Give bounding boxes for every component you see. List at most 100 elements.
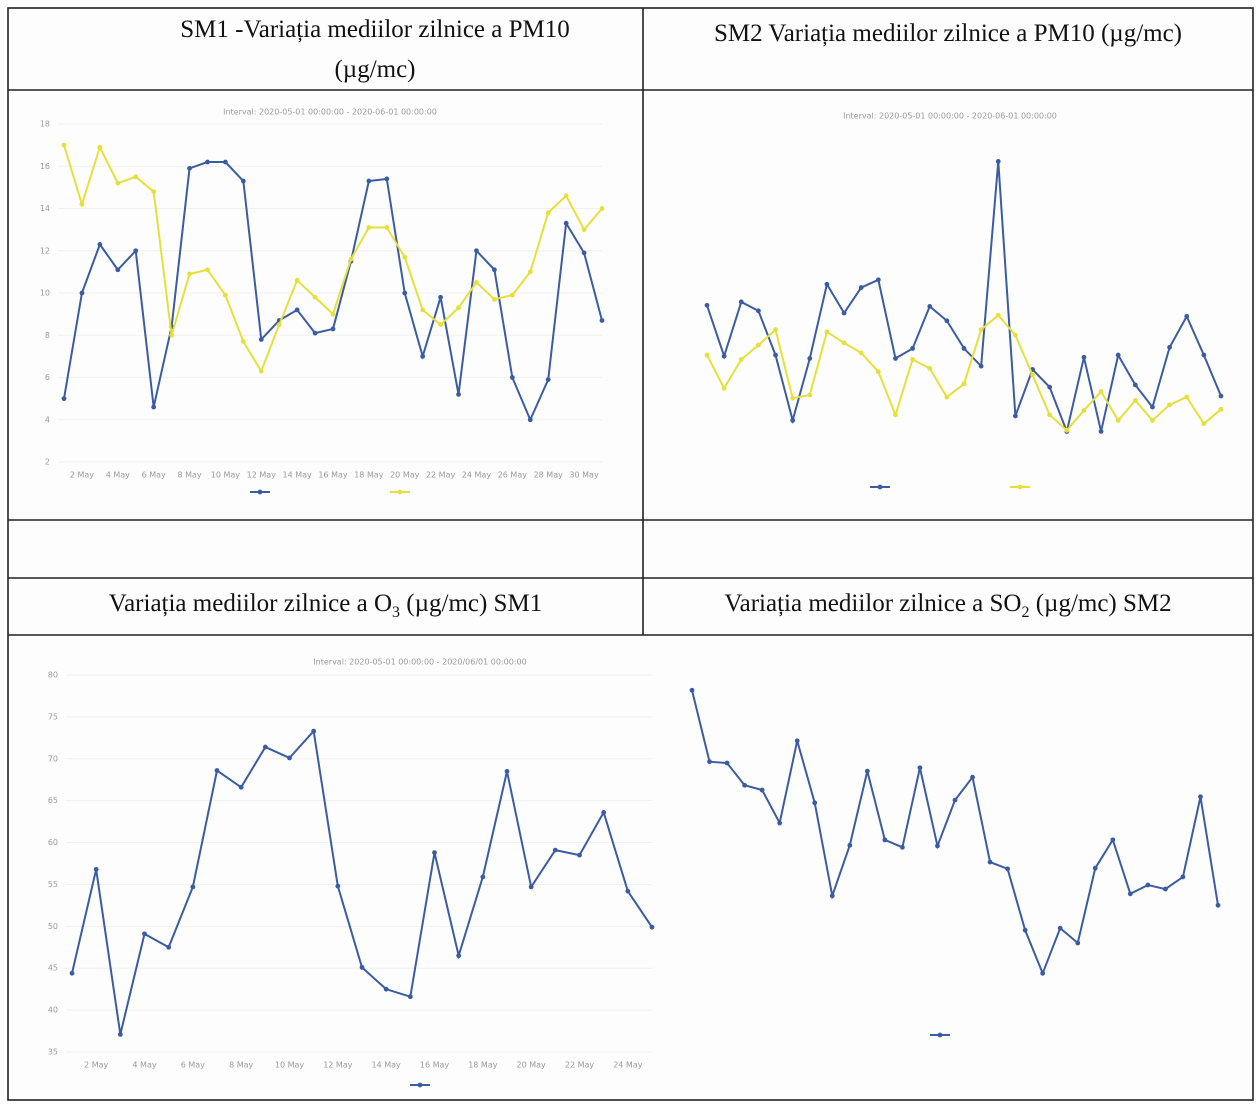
data-point: [952, 797, 958, 803]
data-point: [1022, 927, 1028, 933]
data-point: [625, 888, 631, 894]
data-point: [847, 842, 853, 848]
data-point: [882, 837, 888, 843]
data-point: [438, 322, 443, 328]
data-point: [721, 353, 727, 359]
y-tick-label: 12: [40, 246, 50, 255]
data-point: [1132, 382, 1138, 388]
data-point: [1098, 389, 1104, 394]
data-point: [330, 311, 336, 317]
data-point: [773, 352, 778, 358]
data-point: [910, 357, 915, 362]
y-tick-label: 2: [45, 458, 50, 467]
x-tick-label: 26 May: [498, 471, 528, 480]
data-point: [383, 986, 389, 992]
data-point: [790, 417, 796, 423]
data-point: [223, 292, 228, 298]
data-point: [581, 227, 587, 233]
title-text: SM1 -Variația mediilor zilnice a PM10 (µ…: [180, 16, 570, 83]
data-point: [1013, 332, 1018, 338]
x-tick-label: 12 May: [323, 1061, 353, 1070]
data-point: [777, 820, 783, 826]
data-point: [935, 843, 940, 849]
data-point: [707, 759, 712, 765]
title-text: SM2 Variația mediilor zilnice a PM10 (µg…: [713, 20, 1183, 47]
data-point: [474, 248, 479, 254]
data-point: [205, 267, 210, 273]
data-point: [577, 852, 582, 858]
data-point: [599, 318, 605, 323]
chart-subtitle: Interval: 2020-05-01 00:00:00 - 2020/06/…: [313, 658, 526, 667]
data-point: [527, 417, 533, 423]
x-tick-label: 2 May: [84, 1061, 108, 1070]
x-tick-label: 4 May: [106, 471, 130, 480]
data-point: [927, 303, 933, 309]
data-point: [704, 302, 710, 308]
x-tick-label: 10 May: [275, 1061, 305, 1070]
data-point: [1047, 412, 1053, 418]
data-point: [61, 396, 67, 402]
data-point: [1047, 384, 1053, 390]
data-point: [294, 277, 300, 283]
title-text: (µg/mc) SM2: [1029, 590, 1172, 617]
x-tick-label: 2 May: [70, 471, 94, 480]
y-tick-label: 4: [45, 415, 50, 424]
data-point: [238, 784, 244, 790]
x-tick-label: 14 May: [283, 471, 313, 480]
data-point: [794, 738, 800, 744]
data-point: [858, 285, 864, 290]
data-point: [599, 206, 605, 211]
data-point: [384, 225, 390, 230]
data-point: [563, 193, 569, 199]
data-point: [1184, 394, 1190, 400]
data-point: [893, 412, 898, 418]
table-border: [7, 7, 1254, 1101]
data-point: [1145, 882, 1151, 888]
data-point: [79, 290, 85, 296]
data-point: [69, 970, 75, 976]
data-point: [807, 392, 813, 398]
y-tick-label: 6: [45, 373, 50, 382]
data-point: [1092, 865, 1098, 871]
data-point: [258, 368, 264, 374]
data-point: [1150, 417, 1155, 423]
y-tick-label: 55: [48, 880, 58, 889]
data-point: [1115, 352, 1121, 358]
data-point: [858, 350, 864, 356]
data-point: [527, 269, 533, 275]
data-point: [311, 728, 317, 734]
x-tick-label: 22 May: [426, 471, 456, 480]
data-point: [117, 1032, 123, 1037]
data-point: [348, 256, 354, 262]
data-point: [1005, 866, 1010, 872]
data-point: [456, 305, 461, 311]
series-line: [71, 728, 653, 1035]
x-tick-label: 24 May: [462, 471, 492, 480]
data-point: [738, 299, 744, 305]
data-point: [1201, 421, 1207, 427]
data-point: [240, 178, 246, 184]
data-point: [169, 332, 175, 338]
data-point: [689, 687, 695, 693]
data-point: [1198, 794, 1203, 800]
data-point: [724, 760, 730, 766]
data-point: [1064, 427, 1070, 433]
data-point: [420, 307, 426, 313]
data-point: [961, 381, 967, 387]
legend-marker: [937, 1032, 943, 1038]
data-point: [384, 176, 390, 182]
x-tick-label: 18 May: [468, 1061, 498, 1070]
data-point: [917, 765, 923, 771]
data-point: [190, 884, 196, 890]
data-point: [1098, 429, 1104, 434]
series-line: [63, 161, 603, 423]
data-point: [738, 357, 744, 362]
data-point: [987, 859, 993, 865]
y-tick-label: 16: [40, 162, 50, 171]
data-point: [133, 248, 139, 254]
x-tick-label: 16 May: [420, 1061, 450, 1070]
data-point: [875, 369, 881, 375]
x-tick-label: 8 May: [229, 1061, 253, 1070]
x-tick-label: 14 May: [372, 1061, 402, 1070]
